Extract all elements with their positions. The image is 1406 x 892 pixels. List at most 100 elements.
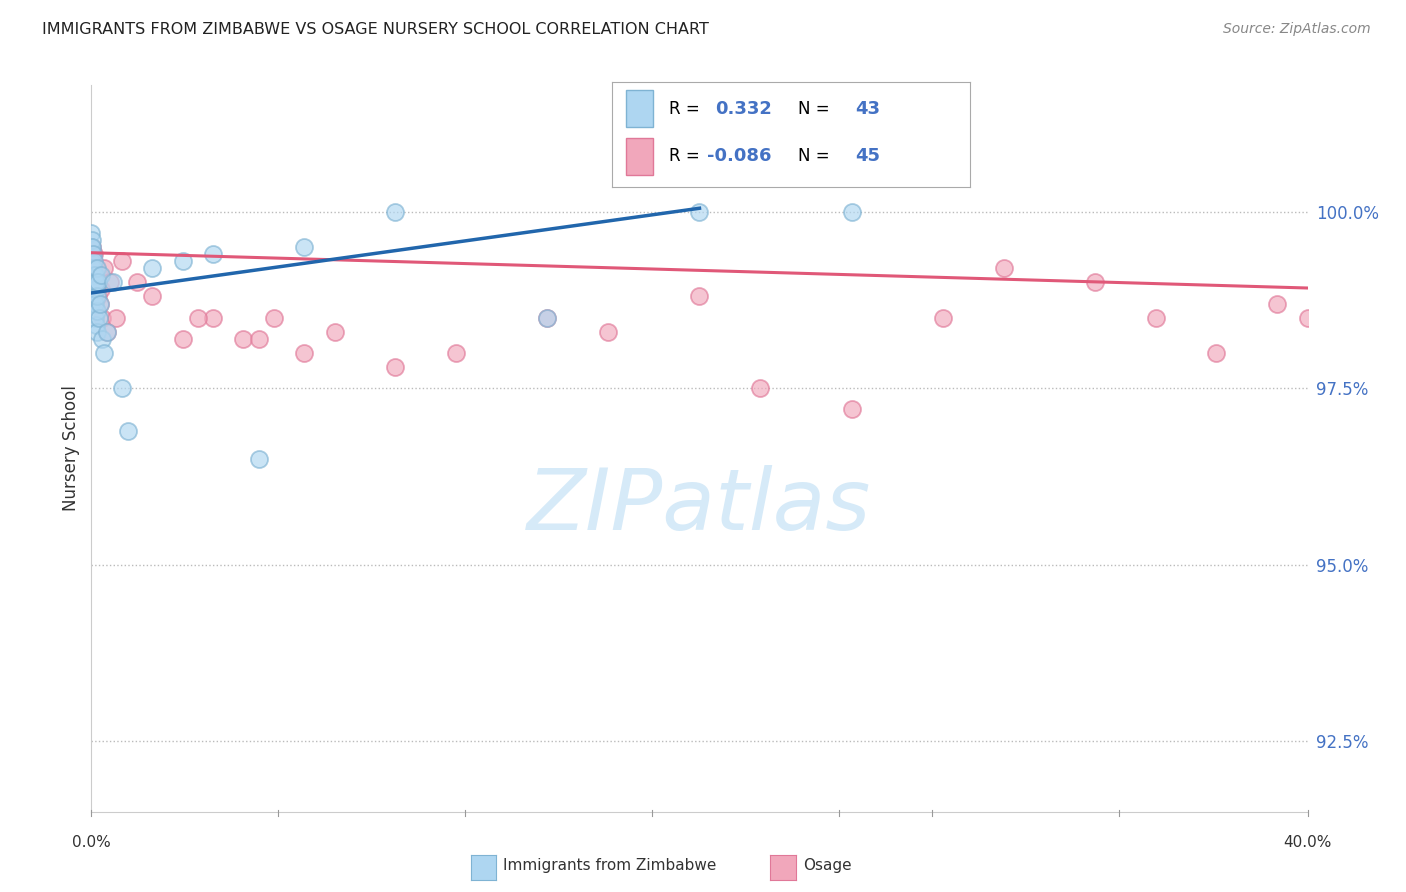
Point (80, 226, 103, 240)
Point (86, 289, 108, 303)
Text: Osage: Osage (803, 858, 852, 872)
Point (82, 261, 104, 276)
Text: 45: 45 (855, 147, 880, 165)
FancyBboxPatch shape (626, 138, 652, 175)
Point (83, 247, 105, 261)
Point (84, 268, 107, 283)
Point (96, 325, 118, 339)
Point (82, 268, 104, 283)
Point (91, 332, 114, 346)
Text: -0.086: -0.086 (707, 147, 770, 165)
Point (141, 289, 163, 303)
Point (125, 276, 148, 290)
Y-axis label: Nursery School: Nursery School (62, 385, 80, 511)
Point (1205, 346, 1227, 360)
Point (82, 261, 104, 276)
Point (93, 346, 115, 360)
Point (993, 261, 1015, 276)
Point (84, 261, 107, 276)
Text: R =: R = (669, 147, 700, 165)
Point (536, 310, 558, 325)
Point (82, 254, 104, 268)
Point (688, 289, 710, 303)
Point (598, 325, 620, 339)
Point (87, 268, 110, 283)
Point (91, 310, 114, 325)
Point (292, 240, 315, 254)
Point (87, 276, 110, 290)
Point (536, 310, 558, 325)
Point (90, 282, 112, 296)
Point (83, 310, 105, 325)
Point (263, 310, 285, 325)
Text: 0.0%: 0.0% (72, 836, 111, 850)
Point (87, 310, 110, 325)
Point (841, 204, 863, 219)
Text: IMMIGRANTS FROM ZIMBABWE VS OSAGE NURSERY SCHOOL CORRELATION CHART: IMMIGRANTS FROM ZIMBABWE VS OSAGE NURSER… (42, 22, 709, 37)
Point (80, 247, 103, 261)
Point (1265, 296, 1288, 310)
Point (1296, 310, 1319, 325)
Point (384, 360, 406, 375)
Point (86, 261, 108, 276)
Text: ZIPatlas: ZIPatlas (527, 465, 872, 548)
Point (84, 276, 107, 290)
Point (1144, 310, 1167, 325)
Point (80, 240, 103, 254)
Point (93, 261, 115, 276)
Point (101, 276, 124, 290)
Point (444, 346, 467, 360)
Point (384, 204, 406, 219)
Point (247, 332, 270, 346)
Point (83, 289, 105, 303)
Point (80, 240, 103, 254)
Point (111, 381, 134, 395)
Point (247, 451, 270, 466)
Text: 43: 43 (855, 100, 880, 118)
Point (841, 402, 863, 417)
Point (1084, 276, 1107, 290)
Point (83, 276, 105, 290)
Text: R =: R = (669, 100, 700, 118)
Point (84, 318, 107, 332)
Point (117, 424, 139, 438)
Point (86, 303, 108, 318)
Point (104, 310, 127, 325)
Point (87, 289, 110, 303)
Point (89, 268, 111, 283)
Point (83, 282, 105, 296)
Point (96, 325, 118, 339)
Point (931, 310, 953, 325)
Text: N =: N = (799, 100, 830, 118)
Point (84, 296, 107, 310)
Point (83, 254, 105, 268)
Point (323, 325, 346, 339)
Point (89, 296, 111, 310)
Point (749, 381, 772, 395)
Point (688, 204, 710, 219)
Text: 0.332: 0.332 (716, 100, 772, 118)
FancyBboxPatch shape (626, 90, 652, 128)
Text: Source: ZipAtlas.com: Source: ZipAtlas.com (1223, 22, 1371, 37)
Point (82, 247, 104, 261)
Point (89, 296, 111, 310)
Point (141, 261, 163, 276)
Text: 40.0%: 40.0% (1284, 836, 1331, 850)
Point (86, 276, 108, 290)
Point (80, 276, 103, 290)
Point (80, 233, 103, 247)
Point (187, 310, 209, 325)
Point (98, 276, 121, 290)
Point (80, 296, 103, 310)
Point (111, 254, 134, 268)
Point (84, 276, 107, 290)
Point (82, 240, 104, 254)
Point (84, 268, 107, 283)
Point (86, 282, 108, 296)
Point (202, 310, 225, 325)
Text: Immigrants from Zimbabwe: Immigrants from Zimbabwe (503, 858, 717, 872)
Point (202, 247, 225, 261)
Point (84, 282, 107, 296)
Point (292, 346, 315, 360)
Point (83, 276, 105, 290)
